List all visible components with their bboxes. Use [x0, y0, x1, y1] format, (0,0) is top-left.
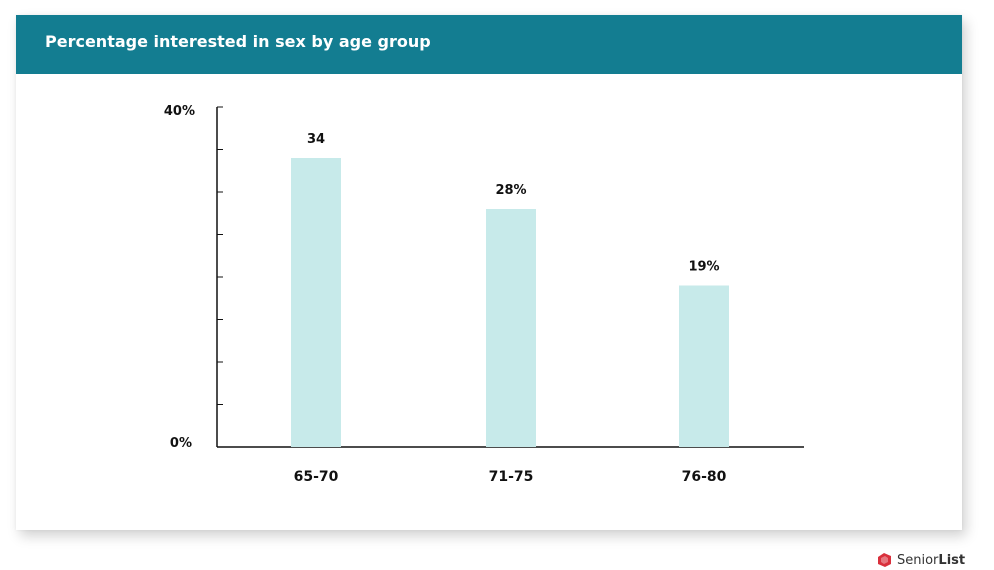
x-tick-label: 65-70 [294, 469, 339, 485]
brand-text-list: List [938, 552, 966, 568]
y-tick-label: 40% [164, 104, 195, 119]
chart-labels: 34 65-70 28% 71-75 19% 76-80 [294, 132, 727, 485]
y-tick-label: 0% [170, 436, 192, 451]
chart-bars [291, 158, 729, 447]
senior-list-logo-icon [878, 553, 891, 567]
chart-header: Percentage interested in sex by age grou… [16, 15, 962, 74]
bar [291, 158, 341, 447]
chart-title: Percentage interested in sex by age grou… [45, 32, 431, 51]
bar [679, 285, 729, 447]
data-label: 19% [688, 260, 719, 275]
data-label: 34 [307, 132, 325, 147]
x-tick-label: 71-75 [489, 469, 534, 485]
bar [486, 209, 536, 447]
brand-logo: Senior List [876, 551, 965, 569]
data-label: 28% [495, 183, 526, 198]
brand-text-senior: Senior [897, 552, 939, 568]
x-tick-label: 76-80 [682, 469, 727, 485]
